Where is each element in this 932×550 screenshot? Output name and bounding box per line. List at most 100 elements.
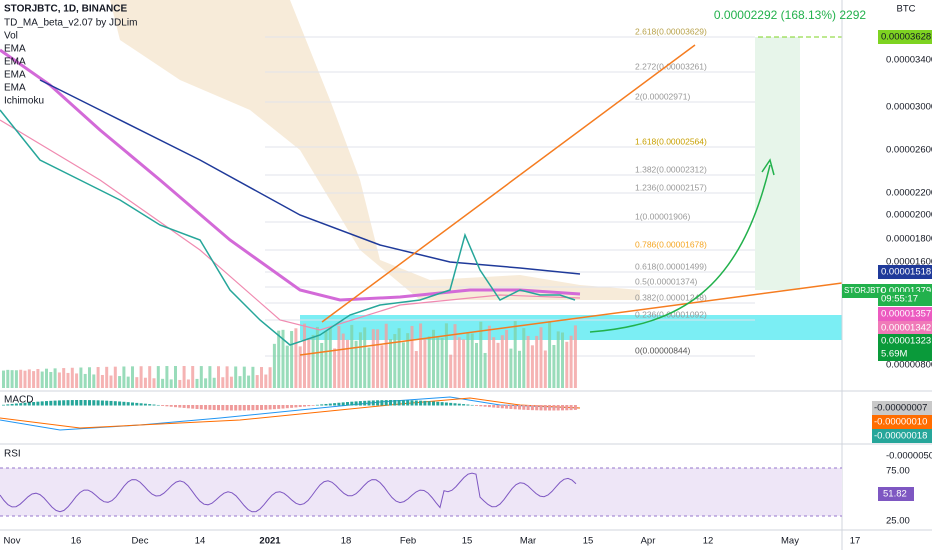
volume-bar: [492, 337, 496, 388]
volume-bar: [23, 370, 27, 388]
histogram-bar: [234, 405, 238, 411]
histogram-bar: [526, 405, 530, 410]
ichimoku-cloud: [110, 0, 640, 300]
volume-bar: [389, 339, 392, 388]
histogram-bar: [105, 400, 109, 406]
volume-bar: [208, 366, 212, 388]
indicator-label: TD_MA_beta_v2.07 by JDLim: [4, 18, 137, 29]
volume-bar: [53, 368, 57, 388]
histogram-bar: [333, 403, 337, 406]
histogram-bar: [449, 402, 453, 406]
volume-bar: [10, 370, 14, 388]
volume-bar: [496, 342, 500, 388]
histogram-bar: [182, 405, 186, 408]
histogram-bar: [109, 400, 113, 406]
histogram-bar: [565, 405, 569, 411]
volume-bar: [518, 350, 521, 388]
time-axis-label: Apr: [641, 536, 656, 547]
histogram-bar: [204, 405, 208, 410]
volume-bar: [307, 338, 311, 388]
histogram-bar: [354, 401, 358, 406]
volume-bar: [83, 373, 87, 388]
volume-bar: [354, 340, 358, 388]
histogram-bar: [264, 405, 268, 410]
histogram-bar: [419, 400, 423, 406]
volume-bar: [358, 332, 362, 388]
measure-label: 0.00002292 (168.13%) 2292: [714, 8, 866, 22]
indicator-label: EMA: [4, 57, 26, 68]
volume-bar: [505, 329, 509, 388]
histogram-bar: [436, 401, 440, 406]
histogram-bar: [328, 403, 332, 406]
histogram-bar: [432, 401, 435, 406]
histogram-bar: [444, 402, 448, 406]
histogram-bar: [23, 402, 27, 406]
volume-bar: [367, 347, 371, 388]
volume-bar: [281, 329, 285, 388]
histogram-bar: [397, 400, 401, 406]
price-badge: [878, 265, 932, 279]
volume-bar: [432, 329, 435, 388]
volume-bar: [88, 367, 91, 388]
volume-bar: [255, 375, 259, 388]
volume-bar: [393, 334, 397, 388]
volume-bar: [543, 350, 547, 388]
price-path: [0, 109, 576, 346]
histogram-bar: [380, 400, 384, 406]
fib-label: 2.272(0.00003261): [635, 61, 707, 71]
histogram-bar: [169, 405, 173, 407]
rsi-axis-label: 25.00: [886, 516, 910, 527]
histogram-bar: [40, 401, 44, 406]
volume-bar: [2, 370, 5, 388]
histogram-bar: [414, 400, 418, 406]
histogram-bar: [247, 405, 251, 411]
histogram-bar: [148, 404, 152, 406]
price-badge-label: 5.69M: [881, 349, 907, 360]
indicator-label: Vol: [4, 31, 18, 42]
time-axis-label: 14: [195, 536, 206, 547]
macd-badge: [872, 415, 932, 429]
volume-bar: [513, 321, 517, 388]
histogram-bar: [384, 400, 388, 406]
volume-bar: [337, 325, 341, 388]
histogram-bar: [83, 400, 87, 406]
volume-bar: [152, 378, 156, 388]
histogram-bar: [221, 405, 225, 411]
histogram-bar: [556, 405, 560, 411]
volume-bar: [131, 366, 134, 388]
volume-bar: [401, 342, 405, 388]
histogram-bar: [225, 405, 229, 411]
histogram-bar: [251, 405, 255, 411]
price-badge-label: 0.00003628: [881, 32, 931, 43]
macd-line: [0, 396, 581, 431]
histogram-bar: [45, 401, 48, 406]
histogram-bar: [272, 405, 276, 410]
volume-bar: [440, 337, 444, 388]
histogram-bar: [212, 405, 216, 410]
ema-pink: [0, 119, 581, 331]
price-badge-label: 0.00001379: [881, 286, 931, 297]
histogram-bar: [161, 405, 165, 406]
volume-bar: [311, 334, 315, 388]
histogram-bar: [96, 400, 100, 406]
histogram-bar: [75, 400, 79, 406]
time-axis-label: 12: [703, 536, 714, 547]
price-axis-label: 0.00000800: [886, 360, 932, 371]
histogram-bar: [2, 404, 5, 406]
macd-axis-label: -0.00000500: [886, 451, 932, 462]
histogram-bar: [118, 401, 122, 406]
histogram-bar: [36, 401, 40, 406]
volume-bar: [457, 337, 461, 388]
volume-bar: [410, 325, 414, 388]
volume-bar: [466, 332, 470, 388]
histogram-bar: [539, 405, 543, 411]
volume-bar: [470, 333, 474, 388]
histogram-bar: [475, 405, 478, 406]
volume-bar: [70, 367, 74, 388]
volume-bar: [341, 333, 345, 388]
volume-bar: [242, 366, 246, 388]
volume-bar: [285, 345, 289, 388]
volume-bar: [397, 328, 401, 388]
trend-line: [321, 44, 696, 323]
volume-bar: [565, 341, 569, 388]
